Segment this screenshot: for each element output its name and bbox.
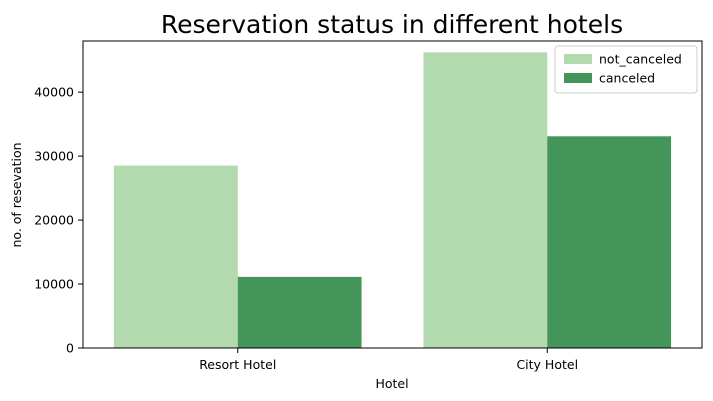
y-tick-label: 0 bbox=[66, 341, 74, 356]
y-tick-label: 10000 bbox=[34, 277, 74, 292]
bar-not_canceled-city-hotel bbox=[423, 52, 548, 349]
axes-layer: Resort Hotel City Hotel 0 10000 20000 30000 40… bbox=[34, 40, 703, 372]
x-tick-label: City Hotel bbox=[516, 357, 578, 372]
bar-not_canceled-resort-hotel bbox=[113, 165, 238, 348]
legend-swatch-canceled bbox=[564, 73, 592, 83]
legend-swatch-not_canceled bbox=[564, 54, 592, 64]
bars-layer bbox=[113, 52, 672, 349]
chart-title: Reservation status in different hotels bbox=[161, 10, 623, 39]
y-tick-label: 40000 bbox=[34, 85, 74, 100]
bar-canceled-city-hotel bbox=[547, 136, 672, 348]
x-axis-label: Hotel bbox=[375, 376, 408, 391]
legend-label-not_canceled: not_canceled bbox=[599, 52, 682, 67]
y-tick-label: 30000 bbox=[34, 149, 74, 164]
legend: not_canceled canceled bbox=[554, 45, 698, 94]
y-tick-label: 20000 bbox=[34, 213, 74, 228]
x-tick-label: Resort Hotel bbox=[199, 357, 276, 372]
legend-label-canceled: canceled bbox=[599, 71, 655, 86]
bar-canceled-resort-hotel bbox=[237, 276, 362, 348]
plot-frame bbox=[82, 40, 703, 349]
y-axis-label: no. of resevation bbox=[9, 142, 24, 247]
